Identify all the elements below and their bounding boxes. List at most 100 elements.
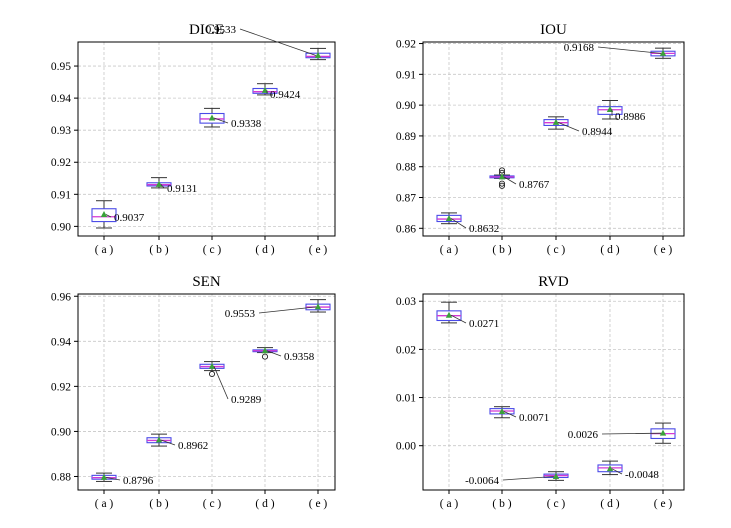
mean-annotation: 0.8962 [178, 440, 208, 452]
y-tick-label: 0.87 [396, 193, 416, 205]
box-5: 0.9533 [206, 24, 331, 61]
x-tick-label: ( c ) [547, 498, 566, 510]
chart-title: IOU [540, 22, 567, 38]
chart-title: SEN [192, 274, 221, 290]
y-tick-label: 0.96 [51, 291, 71, 303]
annotation-leader [239, 28, 317, 56]
x-tick-label: ( d ) [600, 244, 619, 256]
box-1: 0.8796 [91, 472, 154, 487]
x-tick-label: ( e ) [309, 244, 328, 256]
x-tick-label: ( d ) [255, 498, 274, 510]
outlier-point [498, 167, 506, 174]
mean-marker [606, 465, 614, 472]
annotation-leader [213, 117, 229, 124]
y-tick-label: 0.90 [51, 221, 71, 233]
box-1: 0.8632 [436, 212, 499, 235]
box-5: 0.9553 [225, 299, 331, 320]
x-tick-label: ( b ) [492, 244, 511, 256]
annotation-leader [557, 122, 580, 132]
x-tick-label: ( c ) [547, 244, 566, 256]
box-3: 0.9338 [199, 107, 262, 130]
y-tick-label: 0.94 [51, 93, 71, 105]
annotation-leader [258, 306, 317, 314]
plot-frame [77, 41, 336, 237]
mean-annotation: 0.9168 [564, 42, 595, 54]
mean-marker [261, 347, 269, 354]
box-3: 0.8944 [543, 116, 613, 138]
mean-marker [552, 118, 560, 125]
box-4: 0.9358 [252, 347, 315, 363]
mean-marker [445, 311, 453, 318]
x-tick-label: ( a ) [95, 498, 114, 510]
mean-marker [100, 211, 108, 218]
plot-frame [422, 41, 685, 237]
x-tick-label: ( a ) [95, 244, 114, 256]
x-tick-label: ( c ) [203, 498, 222, 510]
mean-annotation: 0.9338 [231, 118, 262, 130]
box-3: 0.9289 [199, 361, 262, 406]
mean-annotation: 0.8632 [469, 223, 499, 235]
mean-marker [659, 49, 667, 56]
y-tick-label: 0.92 [51, 157, 71, 169]
y-tick-label: 0.92 [51, 381, 71, 393]
mean-marker [445, 214, 453, 221]
box-5: 0.0026 [568, 422, 676, 444]
chart-panel-dice: DICE 0.90 0.91 0.92 0.93 0.94 0.95 ( a ) ( b ) ( … [51, 22, 336, 256]
y-tick-label: 0.02 [396, 344, 416, 356]
mean-marker [498, 408, 506, 415]
mean-annotation: -0.0064 [465, 475, 499, 487]
mean-annotation: 0.9533 [206, 24, 237, 36]
mean-marker [314, 303, 322, 310]
outlier-point [498, 180, 506, 187]
y-tick-label: 0.92 [396, 39, 416, 51]
mean-marker [208, 362, 216, 369]
y-tick-label: 0.90 [51, 426, 71, 438]
y-tick-label: 0.91 [396, 69, 416, 81]
annotation-leader [450, 314, 467, 324]
y-tick-label: 0.86 [396, 223, 416, 235]
mean-annotation: 0.8986 [615, 111, 646, 123]
annotation-leader [611, 468, 623, 475]
chart-panel-iou: IOU 0.86 0.87 0.88 0.89 0.90 0.91 0.92 ( a ) ( b … [396, 22, 685, 256]
mean-annotation: 0.9037 [114, 212, 145, 224]
mean-marker [208, 114, 216, 121]
y-tick-label: 0.88 [396, 162, 416, 174]
x-tick-label: ( d ) [255, 244, 274, 256]
outlier-point [498, 182, 506, 189]
x-tick-label: ( a ) [440, 498, 459, 510]
mean-marker [155, 180, 163, 187]
annotation-leader [450, 218, 467, 229]
x-tick-label: ( d ) [600, 498, 619, 510]
mean-annotation: 0.8796 [123, 475, 154, 487]
y-tick-label: 0.90 [396, 100, 416, 112]
chart-panel-sen: SEN 0.88 0.90 0.92 0.94 0.96 ( a ) ( b ) ( c ) ( … [51, 274, 336, 510]
x-tick-label: ( e ) [654, 244, 673, 256]
y-tick-label: 0.91 [51, 189, 71, 201]
y-tick-label: 0.00 [396, 441, 416, 453]
mean-annotation: 0.9424 [270, 89, 301, 101]
x-tick-label: ( e ) [654, 498, 673, 510]
mean-annotation: -0.0048 [625, 469, 659, 481]
outlier-point [208, 370, 216, 378]
plot-frame [422, 293, 685, 491]
mean-annotation: 0.9289 [231, 394, 262, 406]
annotation-leader [105, 476, 121, 481]
annotation-leader [503, 411, 517, 418]
x-tick-label: ( b ) [492, 498, 511, 510]
mean-annotation: 0.0071 [519, 412, 549, 424]
box-2: 0.9131 [146, 177, 197, 195]
chart-title: DICE [189, 22, 224, 38]
x-tick-label: ( a ) [440, 244, 459, 256]
mean-annotation: 0.8944 [582, 126, 613, 138]
x-tick-label: ( b ) [149, 244, 168, 256]
x-tick-label: ( c ) [203, 244, 222, 256]
mean-marker [100, 473, 108, 480]
mean-annotation: 0.9131 [167, 183, 197, 195]
annotation-leader [597, 46, 662, 54]
x-tick-label: ( b ) [149, 498, 168, 510]
annotation-leader [160, 439, 176, 446]
x-tick-label: ( e ) [309, 498, 328, 510]
annotation-leader [160, 184, 165, 189]
mean-annotation: 0.9553 [225, 308, 256, 320]
